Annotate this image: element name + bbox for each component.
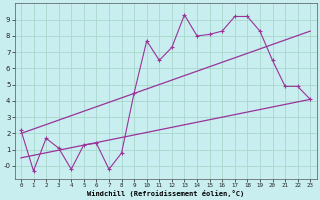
X-axis label: Windchill (Refroidissement éolien,°C): Windchill (Refroidissement éolien,°C)	[87, 190, 244, 197]
